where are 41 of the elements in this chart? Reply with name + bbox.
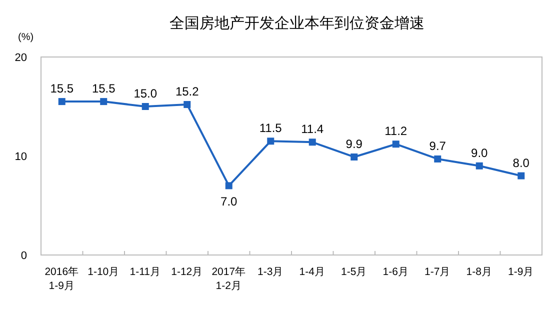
x-tick-label: 1-3月: [258, 266, 284, 278]
x-tick-label: 1-5月: [341, 266, 368, 278]
data-label: 15.0: [134, 86, 158, 100]
y-tick-label: 10: [14, 151, 27, 163]
data-label: 8.0: [512, 156, 530, 170]
point: [308, 138, 316, 146]
x-tick-label: 1-6月: [382, 266, 409, 278]
x-tick-label: 1-11月: [130, 266, 161, 278]
data-label: 15.2: [175, 84, 200, 99]
data-label: 7.0: [220, 194, 238, 209]
data-label: 11.2: [384, 124, 408, 138]
chart-title: 全国房地产开发企业本年到位资金增速: [170, 15, 424, 32]
x-tick-label: 2016年 1-9月: [44, 266, 80, 292]
data-label: 11.4: [301, 122, 324, 136]
point: [392, 140, 400, 148]
y-tick-label: 20: [14, 52, 27, 64]
x-tick-label: 1-9月: [508, 266, 534, 278]
point: [142, 103, 149, 110]
data-label: 9.7: [429, 138, 446, 153]
data-label: 9.0: [471, 146, 488, 160]
x-tick-label: 1-4月: [299, 266, 326, 278]
point: [476, 162, 483, 170]
point: [58, 98, 66, 106]
data-label: 11.5: [259, 121, 282, 136]
point: [100, 98, 108, 106]
x-tick-label: 1-8月: [466, 266, 492, 278]
y-tick-label: 0: [20, 250, 27, 262]
point: [267, 138, 274, 145]
data-label: 15.5: [92, 82, 116, 96]
point: [518, 172, 525, 180]
point: [434, 155, 442, 162]
x-tick-label: 2017年 1-2月: [212, 266, 246, 292]
x-tick-label: 1-7月: [424, 266, 451, 278]
x-tick-label: 1-10月: [88, 266, 120, 278]
x-tick-label: 1-12月: [171, 266, 204, 278]
data-label: 15.5: [50, 82, 74, 96]
point: [350, 153, 358, 160]
y-axis-title: (%): [18, 32, 34, 43]
data-label: 9.9: [346, 136, 363, 151]
point: [184, 101, 191, 108]
point: [225, 182, 232, 190]
